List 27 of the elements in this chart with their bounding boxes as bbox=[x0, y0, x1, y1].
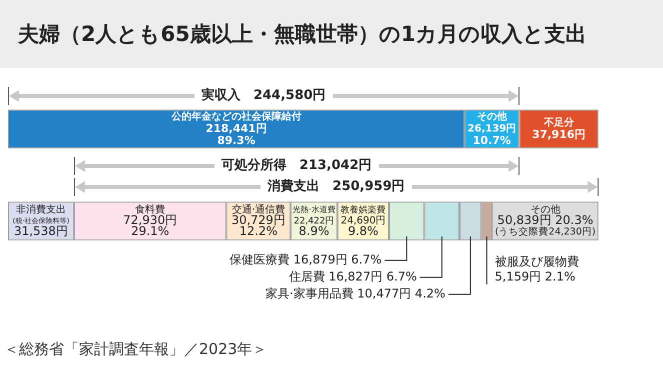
series-label: 公的年金などの社会保障給付 bbox=[170, 110, 302, 123]
annotation: 消費支出 250,959円 bbox=[266, 178, 406, 196]
series-label: その他 bbox=[530, 204, 560, 216]
data-label: 5,159円 2.1% bbox=[494, 269, 576, 284]
annotation: 可処分所得 213,042円 bbox=[220, 156, 373, 175]
data-label: 26,139円 10.7% bbox=[468, 124, 516, 147]
series-label: その他 bbox=[476, 110, 508, 123]
text: 家具·家事用品費 10,477円 4.2% bbox=[266, 286, 446, 300]
data-label: 50,839円 20.3% (うち交際費24,230円) bbox=[494, 213, 596, 238]
data-label: 24,690円 9.8% bbox=[340, 216, 386, 238]
data-label: 30,729円 12.2% bbox=[231, 213, 286, 238]
series-label: 食料費 bbox=[135, 204, 166, 216]
series-label: 教養娯楽費 bbox=[340, 204, 386, 216]
data-label: 218,441円 89.3% bbox=[206, 122, 267, 147]
series-label: 不足分 bbox=[542, 116, 575, 129]
text: 住居費 16,827円 6.7% bbox=[288, 269, 417, 284]
chart-title: 夫婦（2人とも65歳以上・無職世帯）の1カ月の収入と支出 bbox=[0, 0, 663, 68]
series-label: 被服及び履物費 bbox=[494, 254, 579, 268]
annotation: 実収入 244,580円 bbox=[200, 86, 327, 105]
data-label: 72,930円 29.1% bbox=[123, 213, 178, 238]
data-label: 22,422円 8.9% bbox=[294, 216, 334, 238]
series-label: 交通·通信費 bbox=[232, 204, 286, 216]
text: 保健医療費 16,879円 6.7% bbox=[230, 252, 382, 266]
data-label: 37,916円 bbox=[532, 128, 586, 141]
text: ＜総務省「家計調査年報」／2023年＞ bbox=[3, 340, 268, 359]
data-label: 31,538円 bbox=[14, 224, 68, 238]
series-label: 光熱·水道費 bbox=[292, 205, 336, 214]
